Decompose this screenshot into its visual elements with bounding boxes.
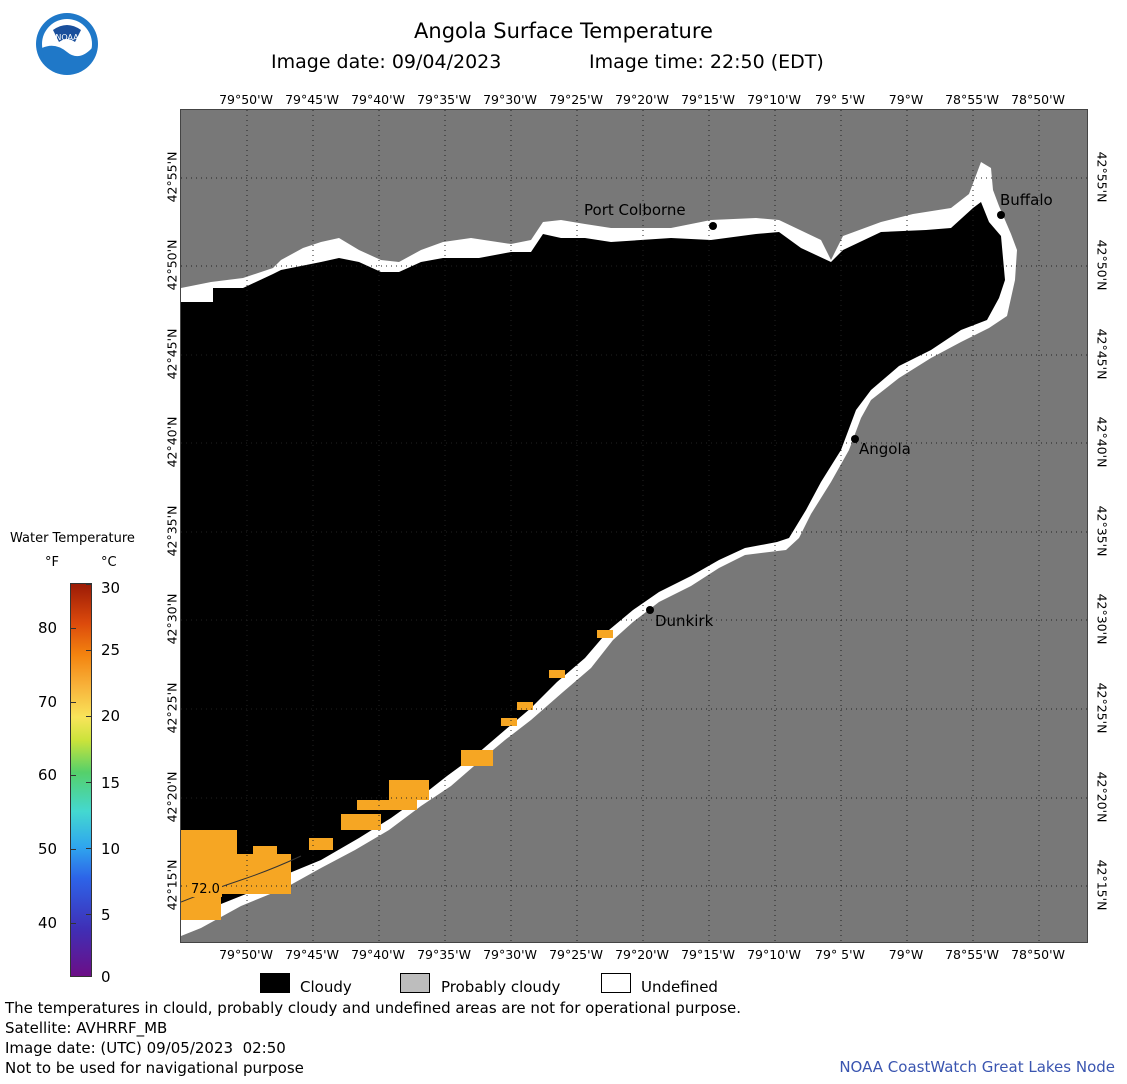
legend-f-tick: 60 bbox=[38, 766, 58, 784]
lat-label: 42°55'N bbox=[164, 151, 180, 203]
lat-label: 42°30'N bbox=[1094, 593, 1110, 645]
city-label-dunkirk: Dunkirk bbox=[655, 612, 714, 630]
map-panel: Port Colborne Buffalo Angola Dunkirk 72.… bbox=[180, 109, 1088, 943]
image-time: Image time: 22:50 (EDT) bbox=[589, 51, 824, 73]
lon-label: 79°25'W bbox=[549, 947, 603, 962]
legend-c-tick: 30 bbox=[101, 579, 121, 597]
lon-label: 79°15'W bbox=[681, 92, 735, 107]
lat-label: 42°55'N bbox=[1094, 151, 1110, 203]
color-bar bbox=[70, 583, 92, 977]
lat-label: 42°20'N bbox=[164, 771, 180, 823]
lat-label: 42°15'N bbox=[1094, 859, 1110, 911]
city-label-angola: Angola bbox=[859, 440, 911, 458]
lon-label: 79°45'W bbox=[285, 92, 339, 107]
lon-label: 79° 5'W bbox=[815, 92, 865, 107]
lat-label: 42°45'N bbox=[164, 328, 180, 380]
key-label-probably-cloudy: Probably cloudy bbox=[441, 978, 561, 996]
footer-utc-date: Image date: (UTC) 09/05/2023 02:50 bbox=[5, 1039, 286, 1057]
legend-f-tick: 50 bbox=[38, 840, 58, 858]
isotherm-label: 72.0 bbox=[189, 882, 222, 897]
legend-c-tick: 15 bbox=[101, 774, 121, 792]
buffalo-marker bbox=[997, 211, 1005, 219]
lon-label: 79°10'W bbox=[747, 947, 801, 962]
lon-label: 79°20'W bbox=[615, 92, 669, 107]
noaa-logo: NOAA bbox=[35, 12, 99, 76]
lat-label: 42°30'N bbox=[164, 593, 180, 645]
lon-label: 79° 5'W bbox=[815, 947, 865, 962]
legend-c-tick: 25 bbox=[101, 641, 121, 659]
lon-label: 78°55'W bbox=[945, 947, 999, 962]
lat-label: 42°20'N bbox=[1094, 771, 1110, 823]
map-grid bbox=[181, 110, 1087, 942]
lon-label: 78°50'W bbox=[1011, 947, 1065, 962]
footer-nav-warning: Not to be used for navigational purpose bbox=[5, 1059, 304, 1077]
lon-label: 79°35'W bbox=[417, 947, 471, 962]
legend-unit-c: °C bbox=[101, 555, 117, 570]
lon-label: 79°30'W bbox=[483, 947, 537, 962]
lon-label: 79°50'W bbox=[219, 92, 273, 107]
lat-label: 42°50'N bbox=[164, 239, 180, 291]
logo-text: NOAA bbox=[55, 33, 79, 42]
lon-label: 79°40'W bbox=[351, 947, 405, 962]
legend-c-tick: 5 bbox=[101, 906, 111, 924]
key-swatch-probably-cloudy bbox=[400, 973, 430, 993]
map-title: Angola Surface Temperature bbox=[414, 19, 713, 43]
lon-label: 79°20'W bbox=[615, 947, 669, 962]
footer-credit: NOAA CoastWatch Great Lakes Node bbox=[839, 1058, 1115, 1076]
legend-f-tick: 80 bbox=[38, 619, 58, 637]
legend-c-tick: 20 bbox=[101, 707, 121, 725]
city-label-port-colborne: Port Colborne bbox=[584, 201, 686, 219]
map-canvas bbox=[181, 110, 1087, 942]
lat-label: 42°45'N bbox=[1094, 328, 1110, 380]
key-swatch-cloudy bbox=[260, 973, 290, 993]
lon-label: 78°55'W bbox=[945, 92, 999, 107]
lon-label: 79°25'W bbox=[549, 92, 603, 107]
image-date: Image date: 09/04/2023 bbox=[271, 51, 502, 73]
lon-label: 79°10'W bbox=[747, 92, 801, 107]
lat-label: 42°25'N bbox=[164, 682, 180, 734]
lon-label: 79°W bbox=[888, 947, 924, 962]
lon-label: 79°15'W bbox=[681, 947, 735, 962]
key-label-cloudy: Cloudy bbox=[300, 978, 352, 996]
legend-f-tick: 40 bbox=[38, 914, 58, 932]
lon-label: 79°40'W bbox=[351, 92, 405, 107]
lat-label: 42°15'N bbox=[164, 859, 180, 911]
lat-label: 42°50'N bbox=[1094, 239, 1110, 291]
cloud-cover bbox=[181, 202, 1005, 918]
lon-label: 78°50'W bbox=[1011, 92, 1065, 107]
lon-label: 79°30'W bbox=[483, 92, 537, 107]
lon-label: 79°45'W bbox=[285, 947, 339, 962]
dunkirk-marker bbox=[646, 606, 654, 614]
legend-f-tick: 70 bbox=[38, 693, 58, 711]
legend-title: Water Temperature bbox=[10, 531, 135, 546]
warm-water-patches bbox=[181, 630, 613, 920]
lat-label: 42°40'N bbox=[164, 416, 180, 468]
angola-marker bbox=[851, 435, 859, 443]
key-label-undefined: Undefined bbox=[641, 978, 718, 996]
port-colborne-marker bbox=[709, 222, 717, 230]
footer-disclaimer: The temperatures in clould, probably clo… bbox=[5, 999, 742, 1017]
lon-label: 79°50'W bbox=[219, 947, 273, 962]
lat-label: 42°35'N bbox=[164, 505, 180, 557]
lat-label: 42°40'N bbox=[1094, 416, 1110, 468]
lon-label: 79°W bbox=[888, 92, 924, 107]
lon-label: 79°35'W bbox=[417, 92, 471, 107]
legend-c-tick: 10 bbox=[101, 840, 121, 858]
lat-label: 42°25'N bbox=[1094, 682, 1110, 734]
footer-satellite: Satellite: AVHRRF_MB bbox=[5, 1019, 168, 1037]
key-swatch-undefined bbox=[601, 973, 631, 993]
legend-unit-f: °F bbox=[45, 555, 59, 570]
legend-c-tick: 0 bbox=[101, 968, 111, 986]
lat-label: 42°35'N bbox=[1094, 505, 1110, 557]
city-label-buffalo: Buffalo bbox=[1000, 191, 1053, 209]
